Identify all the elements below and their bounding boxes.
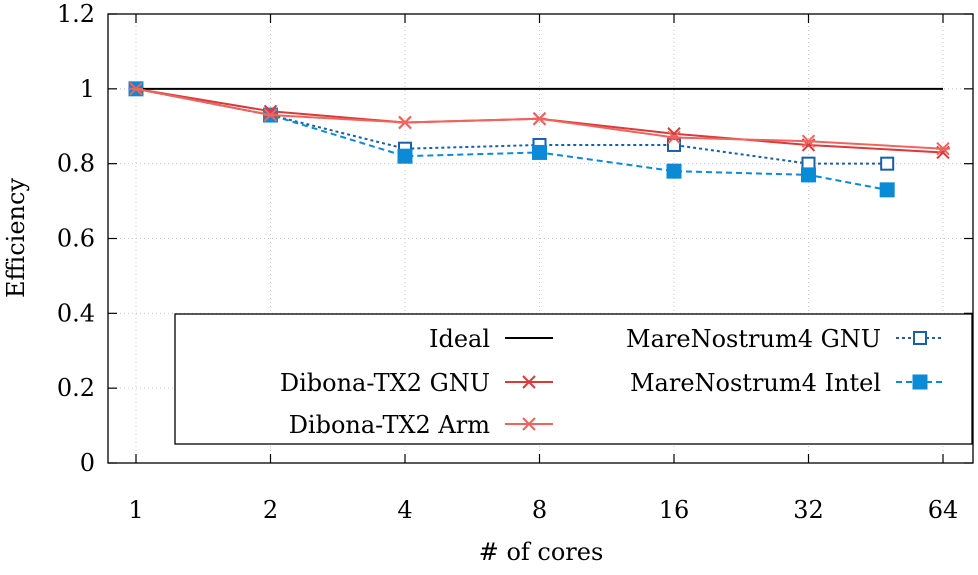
series-marenostrum4-intel xyxy=(128,81,895,198)
y-tick-label: 0.6 xyxy=(57,225,95,253)
series-marenostrum4-gnu xyxy=(129,81,895,171)
data-point xyxy=(936,141,950,156)
legend-marker xyxy=(912,374,928,390)
legend-item: Dibona-TX2 Arm xyxy=(289,411,553,439)
legend-label: MareNostrum4 GNU xyxy=(626,325,881,353)
y-tick-label: 0.4 xyxy=(57,299,95,327)
legend-item: Dibona-TX2 GNU xyxy=(280,369,553,397)
data-point xyxy=(263,108,278,122)
legend-label: Ideal xyxy=(429,325,490,353)
data-point xyxy=(398,115,412,130)
x-tick-label: 16 xyxy=(659,496,690,524)
y-axis-title: Efficiency xyxy=(2,178,30,298)
legend: Ideal Dibona-TX2 GNU Dibona-TX2 Arm MareNos… xyxy=(174,313,973,445)
y-tick-label: 0.8 xyxy=(57,150,95,178)
x-tick-label: 64 xyxy=(928,496,959,524)
x-tick-label: 8 xyxy=(532,496,547,524)
data-point xyxy=(667,130,681,145)
data-point xyxy=(532,112,547,126)
data-point xyxy=(801,134,816,148)
data-point xyxy=(667,137,681,152)
data-point xyxy=(879,182,895,198)
data-point xyxy=(880,156,895,171)
x-tick-label: 32 xyxy=(793,496,824,524)
legend-marker xyxy=(913,331,927,345)
x-tick-label: 4 xyxy=(397,496,412,524)
legend-label: Dibona-TX2 Arm xyxy=(289,411,491,439)
y-tick-label: 0 xyxy=(80,449,95,477)
data-point xyxy=(532,144,547,160)
legend-label: Dibona-TX2 GNU xyxy=(280,369,490,397)
legend-box xyxy=(174,313,973,445)
data-point xyxy=(801,167,816,183)
legend-label: MareNostrum4 Intel xyxy=(630,369,881,397)
series-dibona-tx2-arm xyxy=(129,82,950,156)
axes-layer: 1 2 4 8 16 32 64 0 0.2 0.4 0.6 0.8 1 1.2 xyxy=(57,0,974,524)
axis-labels: # of cores Efficiency xyxy=(2,178,603,566)
series-layer xyxy=(128,81,950,198)
legend-item: MareNostrum4 Intel xyxy=(630,369,944,397)
x-tick-label: 1 xyxy=(128,496,143,524)
y-tick-label: 1.2 xyxy=(57,0,95,28)
y-tick-label: 1 xyxy=(80,75,95,103)
x-tick-label: 2 xyxy=(263,496,278,524)
legend-item: Ideal xyxy=(429,325,553,353)
x-axis-title: # of cores xyxy=(479,538,604,566)
legend-item: MareNostrum4 GNU xyxy=(626,325,944,353)
data-point xyxy=(129,82,143,96)
legend-marker xyxy=(522,375,536,389)
data-point xyxy=(666,163,682,179)
legend-marker xyxy=(522,417,536,431)
data-point xyxy=(397,148,413,164)
y-tick-label: 0.2 xyxy=(57,374,95,402)
